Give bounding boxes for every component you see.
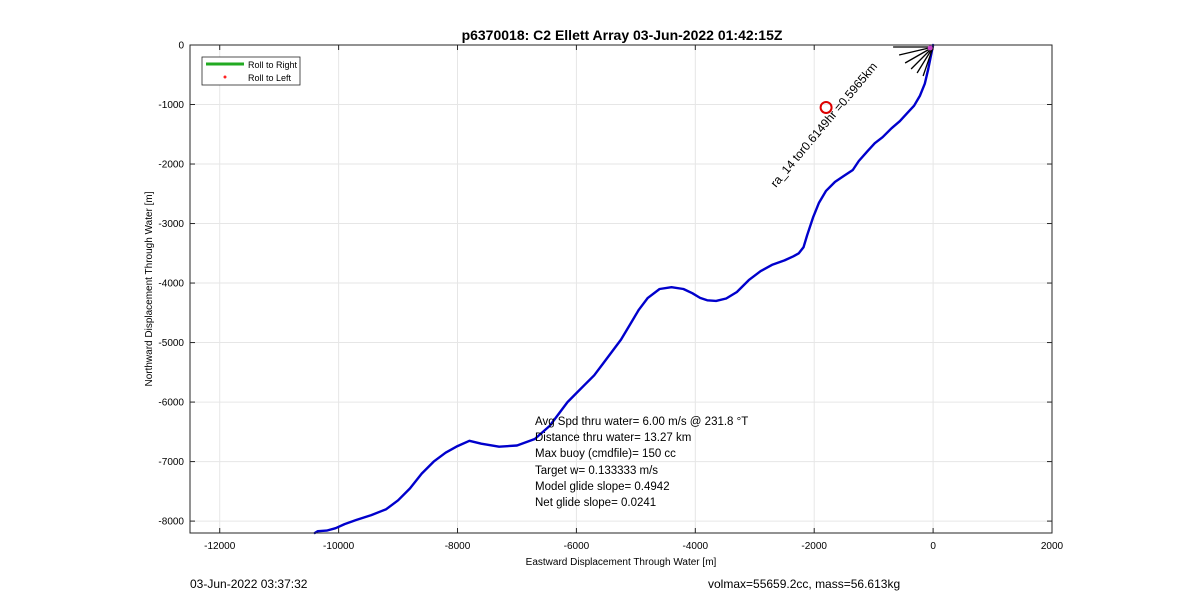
x-tick-label: -6000 — [564, 541, 590, 552]
callout-ray — [910, 46, 934, 70]
y-tick-label: -3000 — [158, 219, 184, 230]
annotation-avg-speed: Avg Spd thru water= 6.00 m/s @ 231.8 °T — [535, 416, 748, 428]
x-tick-label: 2000 — [1041, 541, 1064, 552]
callout-ray — [922, 46, 934, 77]
track-series-line — [313, 43, 935, 535]
legend-label-roll-right: Roll to Right — [248, 60, 298, 70]
y-tick-label: -1000 — [158, 100, 184, 111]
x-tick-label: -4000 — [683, 541, 709, 552]
annotation-max-buoy: Max buoy (cmdfile)= 150 cc — [535, 448, 676, 460]
callout-ray — [898, 46, 934, 56]
footer-vehicle-params: volmax=55659.2cc, mass=56.613kg — [708, 577, 901, 591]
legend-label-roll-left: Roll to Left — [248, 73, 292, 83]
grid-lines — [190, 45, 1052, 533]
annotation-model-glide: Model glide slope= 0.4942 — [535, 481, 670, 493]
y-tick-label: -5000 — [158, 338, 184, 349]
x-tick-label: -8000 — [445, 541, 471, 552]
x-axis-label: Eastward Displacement Through Water [m] — [526, 557, 717, 568]
origin-marker — [927, 45, 933, 51]
y-axis-label: Northward Displacement Through Water [m] — [144, 191, 155, 386]
y-tick-label: -6000 — [158, 398, 184, 409]
annotation-distance: Distance thru water= 13.27 km — [535, 432, 691, 444]
annotation-target-w: Target w= 0.133333 m/s — [535, 465, 658, 477]
annotation-net-glide: Net glide slope= 0.0241 — [535, 497, 656, 509]
axis-ticks: -12000 -10000 -8000 -6000 -4000 -2000 0 2000 0 -1… — [158, 41, 1063, 553]
footer-timestamp: 03-Jun-2022 03:37:32 — [190, 577, 308, 591]
y-tick-label: -8000 — [158, 517, 184, 528]
y-tick-label: -4000 — [158, 279, 184, 290]
y-tick-label: -2000 — [158, 160, 184, 171]
legend-box — [201, 56, 301, 86]
chart-title: p6370018: C2 Ellett Array 03-Jun-2022 01… — [462, 27, 783, 43]
y-tick-label: -7000 — [158, 457, 184, 468]
x-tick-label: -2000 — [801, 541, 827, 552]
x-tick-label: -10000 — [323, 541, 355, 552]
callout-ray — [916, 46, 934, 74]
stats-annotation: Avg Spd thru water= 6.00 m/s @ 231.8 °T … — [535, 416, 748, 509]
x-tick-label: 0 — [930, 541, 936, 552]
target-circle-marker — [819, 100, 833, 114]
x-tick-label: -12000 — [204, 541, 236, 552]
y-tick-label: 0 — [178, 41, 184, 52]
legend-swatch-roll-left — [223, 75, 227, 79]
plot-area-frame — [189, 44, 1053, 534]
series-layer — [313, 43, 935, 535]
legend: Roll to Right Roll to Left — [201, 56, 301, 86]
